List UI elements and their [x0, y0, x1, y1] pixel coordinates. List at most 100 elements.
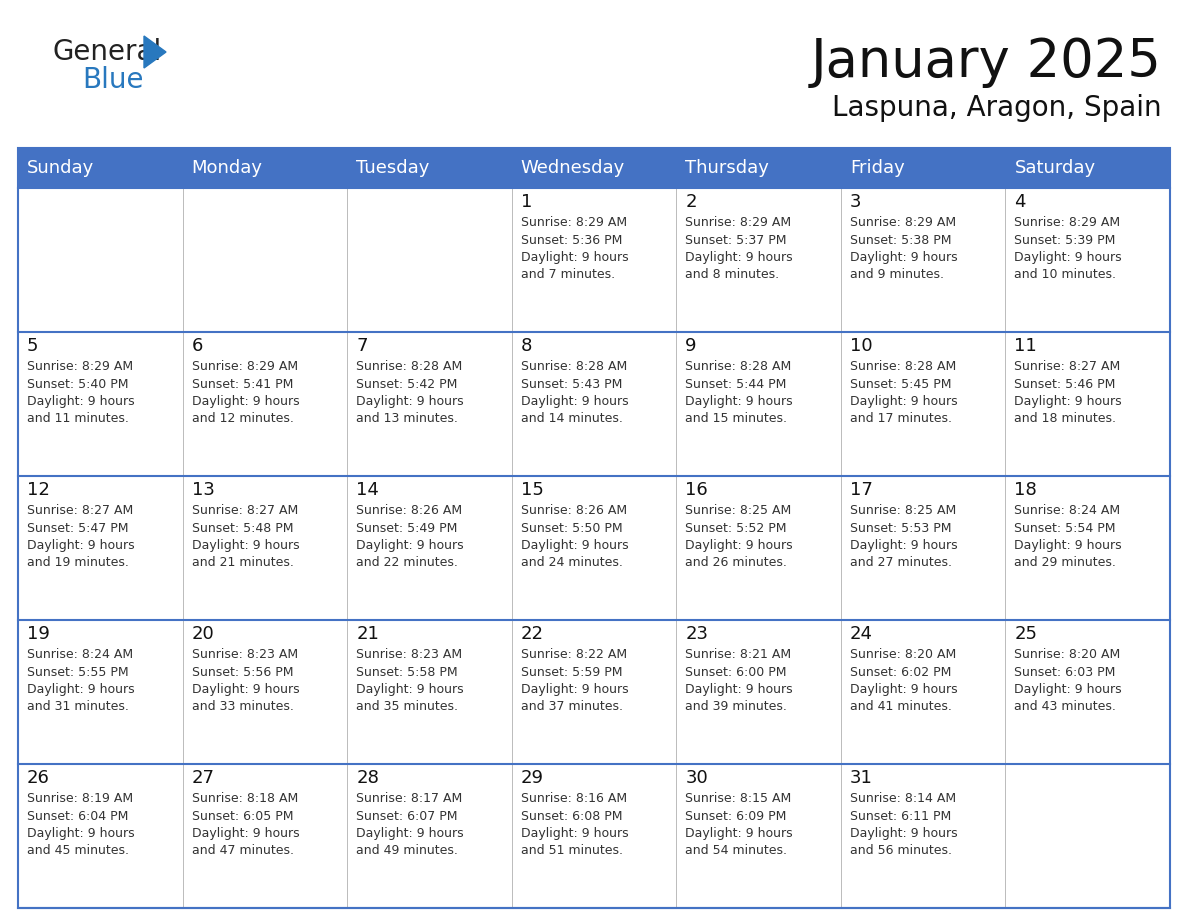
Text: Sunrise: 8:23 AM
Sunset: 5:58 PM
Daylight: 9 hours
and 35 minutes.: Sunrise: 8:23 AM Sunset: 5:58 PM Dayligh…: [356, 648, 463, 713]
Text: Sunrise: 8:29 AM
Sunset: 5:37 PM
Daylight: 9 hours
and 8 minutes.: Sunrise: 8:29 AM Sunset: 5:37 PM Dayligh…: [685, 216, 792, 282]
Bar: [841, 620, 1005, 764]
Text: Sunrise: 8:29 AM
Sunset: 5:36 PM
Daylight: 9 hours
and 7 minutes.: Sunrise: 8:29 AM Sunset: 5:36 PM Dayligh…: [520, 216, 628, 282]
Text: Sunrise: 8:29 AM
Sunset: 5:38 PM
Daylight: 9 hours
and 9 minutes.: Sunrise: 8:29 AM Sunset: 5:38 PM Dayligh…: [849, 216, 958, 282]
Text: Sunrise: 8:23 AM
Sunset: 5:56 PM
Daylight: 9 hours
and 33 minutes.: Sunrise: 8:23 AM Sunset: 5:56 PM Dayligh…: [191, 648, 299, 713]
Bar: [347, 764, 512, 908]
Bar: [18, 148, 1170, 908]
Bar: [676, 620, 841, 764]
Text: Sunrise: 8:25 AM
Sunset: 5:53 PM
Daylight: 9 hours
and 27 minutes.: Sunrise: 8:25 AM Sunset: 5:53 PM Dayligh…: [849, 504, 958, 569]
Text: Sunrise: 8:17 AM
Sunset: 6:07 PM
Daylight: 9 hours
and 49 minutes.: Sunrise: 8:17 AM Sunset: 6:07 PM Dayligh…: [356, 792, 463, 857]
Bar: [841, 332, 1005, 476]
Bar: [183, 476, 347, 620]
Text: 15: 15: [520, 481, 544, 499]
Text: 25: 25: [1015, 625, 1037, 643]
Text: 19: 19: [27, 625, 50, 643]
Text: Sunrise: 8:28 AM
Sunset: 5:44 PM
Daylight: 9 hours
and 15 minutes.: Sunrise: 8:28 AM Sunset: 5:44 PM Dayligh…: [685, 360, 792, 426]
Text: 30: 30: [685, 769, 708, 787]
Text: 16: 16: [685, 481, 708, 499]
Bar: [18, 188, 183, 332]
Text: Monday: Monday: [191, 159, 263, 177]
Bar: [676, 332, 841, 476]
Text: Saturday: Saturday: [1015, 159, 1095, 177]
Bar: [676, 764, 841, 908]
Text: Sunrise: 8:27 AM
Sunset: 5:46 PM
Daylight: 9 hours
and 18 minutes.: Sunrise: 8:27 AM Sunset: 5:46 PM Dayligh…: [1015, 360, 1121, 426]
Text: January 2025: January 2025: [811, 36, 1162, 88]
Text: 17: 17: [849, 481, 873, 499]
Bar: [676, 476, 841, 620]
Text: 29: 29: [520, 769, 544, 787]
Text: General: General: [52, 38, 162, 66]
Text: 26: 26: [27, 769, 50, 787]
Text: 31: 31: [849, 769, 873, 787]
Text: Sunrise: 8:14 AM
Sunset: 6:11 PM
Daylight: 9 hours
and 56 minutes.: Sunrise: 8:14 AM Sunset: 6:11 PM Dayligh…: [849, 792, 958, 857]
Text: 4: 4: [1015, 193, 1026, 211]
Bar: [841, 476, 1005, 620]
Bar: [183, 620, 347, 764]
Text: Sunrise: 8:18 AM
Sunset: 6:05 PM
Daylight: 9 hours
and 47 minutes.: Sunrise: 8:18 AM Sunset: 6:05 PM Dayligh…: [191, 792, 299, 857]
Text: Sunrise: 8:20 AM
Sunset: 6:02 PM
Daylight: 9 hours
and 41 minutes.: Sunrise: 8:20 AM Sunset: 6:02 PM Dayligh…: [849, 648, 958, 713]
Text: 12: 12: [27, 481, 50, 499]
Text: 9: 9: [685, 337, 697, 355]
Text: 20: 20: [191, 625, 214, 643]
Text: Sunrise: 8:19 AM
Sunset: 6:04 PM
Daylight: 9 hours
and 45 minutes.: Sunrise: 8:19 AM Sunset: 6:04 PM Dayligh…: [27, 792, 134, 857]
Text: Sunrise: 8:21 AM
Sunset: 6:00 PM
Daylight: 9 hours
and 39 minutes.: Sunrise: 8:21 AM Sunset: 6:00 PM Dayligh…: [685, 648, 792, 713]
Text: Tuesday: Tuesday: [356, 159, 430, 177]
Text: Sunrise: 8:26 AM
Sunset: 5:49 PM
Daylight: 9 hours
and 22 minutes.: Sunrise: 8:26 AM Sunset: 5:49 PM Dayligh…: [356, 504, 463, 569]
Bar: [841, 764, 1005, 908]
Bar: [183, 764, 347, 908]
Text: 22: 22: [520, 625, 544, 643]
Bar: [512, 764, 676, 908]
Text: Sunrise: 8:25 AM
Sunset: 5:52 PM
Daylight: 9 hours
and 26 minutes.: Sunrise: 8:25 AM Sunset: 5:52 PM Dayligh…: [685, 504, 792, 569]
Bar: [1005, 476, 1170, 620]
Bar: [512, 188, 676, 332]
Text: 18: 18: [1015, 481, 1037, 499]
Text: Sunrise: 8:28 AM
Sunset: 5:42 PM
Daylight: 9 hours
and 13 minutes.: Sunrise: 8:28 AM Sunset: 5:42 PM Dayligh…: [356, 360, 463, 426]
Text: 24: 24: [849, 625, 873, 643]
Text: 5: 5: [27, 337, 38, 355]
Bar: [18, 332, 183, 476]
Text: Sunrise: 8:24 AM
Sunset: 5:54 PM
Daylight: 9 hours
and 29 minutes.: Sunrise: 8:24 AM Sunset: 5:54 PM Dayligh…: [1015, 504, 1121, 569]
Bar: [347, 332, 512, 476]
Bar: [18, 764, 183, 908]
Bar: [18, 620, 183, 764]
Text: Sunrise: 8:20 AM
Sunset: 6:03 PM
Daylight: 9 hours
and 43 minutes.: Sunrise: 8:20 AM Sunset: 6:03 PM Dayligh…: [1015, 648, 1121, 713]
Bar: [183, 188, 347, 332]
Text: Sunrise: 8:27 AM
Sunset: 5:48 PM
Daylight: 9 hours
and 21 minutes.: Sunrise: 8:27 AM Sunset: 5:48 PM Dayligh…: [191, 504, 299, 569]
Text: Sunrise: 8:24 AM
Sunset: 5:55 PM
Daylight: 9 hours
and 31 minutes.: Sunrise: 8:24 AM Sunset: 5:55 PM Dayligh…: [27, 648, 134, 713]
Text: 10: 10: [849, 337, 872, 355]
Text: Sunrise: 8:29 AM
Sunset: 5:40 PM
Daylight: 9 hours
and 11 minutes.: Sunrise: 8:29 AM Sunset: 5:40 PM Dayligh…: [27, 360, 134, 426]
Bar: [512, 332, 676, 476]
Bar: [1005, 764, 1170, 908]
Text: Wednesday: Wednesday: [520, 159, 625, 177]
Text: 1: 1: [520, 193, 532, 211]
Text: 21: 21: [356, 625, 379, 643]
Text: 8: 8: [520, 337, 532, 355]
Bar: [183, 332, 347, 476]
Polygon shape: [144, 36, 166, 68]
Bar: [18, 148, 1170, 188]
Text: Sunday: Sunday: [27, 159, 94, 177]
Text: 27: 27: [191, 769, 215, 787]
Bar: [1005, 188, 1170, 332]
Text: Sunrise: 8:15 AM
Sunset: 6:09 PM
Daylight: 9 hours
and 54 minutes.: Sunrise: 8:15 AM Sunset: 6:09 PM Dayligh…: [685, 792, 792, 857]
Bar: [512, 620, 676, 764]
Text: 2: 2: [685, 193, 697, 211]
Text: Sunrise: 8:28 AM
Sunset: 5:43 PM
Daylight: 9 hours
and 14 minutes.: Sunrise: 8:28 AM Sunset: 5:43 PM Dayligh…: [520, 360, 628, 426]
Text: Sunrise: 8:16 AM
Sunset: 6:08 PM
Daylight: 9 hours
and 51 minutes.: Sunrise: 8:16 AM Sunset: 6:08 PM Dayligh…: [520, 792, 628, 857]
Bar: [347, 188, 512, 332]
Text: Friday: Friday: [849, 159, 904, 177]
Text: Sunrise: 8:28 AM
Sunset: 5:45 PM
Daylight: 9 hours
and 17 minutes.: Sunrise: 8:28 AM Sunset: 5:45 PM Dayligh…: [849, 360, 958, 426]
Bar: [512, 476, 676, 620]
Text: 6: 6: [191, 337, 203, 355]
Text: 3: 3: [849, 193, 861, 211]
Text: Sunrise: 8:27 AM
Sunset: 5:47 PM
Daylight: 9 hours
and 19 minutes.: Sunrise: 8:27 AM Sunset: 5:47 PM Dayligh…: [27, 504, 134, 569]
Text: Sunrise: 8:22 AM
Sunset: 5:59 PM
Daylight: 9 hours
and 37 minutes.: Sunrise: 8:22 AM Sunset: 5:59 PM Dayligh…: [520, 648, 628, 713]
Text: 11: 11: [1015, 337, 1037, 355]
Bar: [841, 188, 1005, 332]
Bar: [1005, 332, 1170, 476]
Text: Laspuna, Aragon, Spain: Laspuna, Aragon, Spain: [833, 94, 1162, 122]
Text: 28: 28: [356, 769, 379, 787]
Text: Sunrise: 8:29 AM
Sunset: 5:41 PM
Daylight: 9 hours
and 12 minutes.: Sunrise: 8:29 AM Sunset: 5:41 PM Dayligh…: [191, 360, 299, 426]
Bar: [347, 620, 512, 764]
Text: Thursday: Thursday: [685, 159, 769, 177]
